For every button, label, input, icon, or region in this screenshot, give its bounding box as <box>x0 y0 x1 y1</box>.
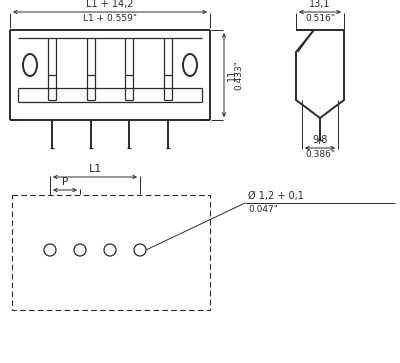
Text: Ø 1,2 + 0,1: Ø 1,2 + 0,1 <box>248 191 304 201</box>
Text: 0.386": 0.386" <box>305 150 335 159</box>
Bar <box>12 195 210 310</box>
Text: L1 + 14,2: L1 + 14,2 <box>86 0 134 9</box>
Text: 0.047": 0.047" <box>248 205 278 214</box>
Text: 11: 11 <box>227 69 237 81</box>
Text: 9,8: 9,8 <box>312 135 328 145</box>
Text: P: P <box>62 177 68 187</box>
Text: L1 + 0.559": L1 + 0.559" <box>83 14 137 23</box>
Text: 13,1: 13,1 <box>309 0 331 9</box>
Text: L1: L1 <box>88 164 102 174</box>
Text: 0.433": 0.433" <box>234 60 243 90</box>
Text: 0.516": 0.516" <box>305 14 335 23</box>
